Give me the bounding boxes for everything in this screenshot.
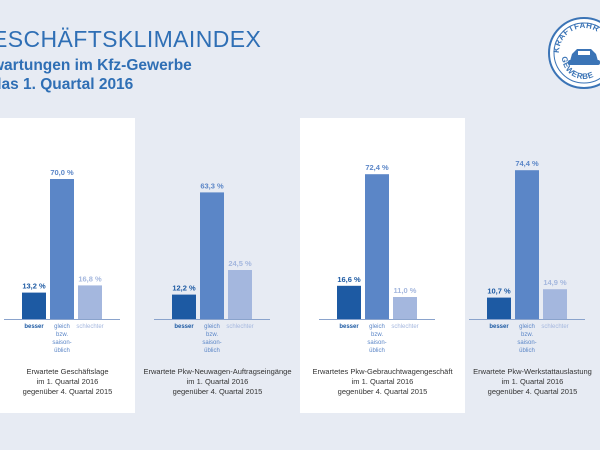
category-label-besser: besser — [489, 324, 509, 330]
category-label-line: besser — [339, 324, 359, 330]
category-label-line: schlechter — [226, 324, 253, 330]
category-label-besser: besser — [174, 324, 194, 330]
data-label-gleich: 63,3 % — [200, 181, 224, 190]
category-label-line: saison- — [52, 340, 71, 346]
subtitle-line-1: wartungen im Kfz-Gewerbe — [0, 57, 192, 74]
data-label-schlechter: 14,9 % — [543, 278, 567, 287]
page-title: ESCHÄFTSKLIMAINDEX — [0, 26, 262, 52]
chart-caption-1: Erwartete Geschäftslage im 1. Quartal 20… — [0, 367, 135, 397]
category-label-line: saison- — [517, 340, 536, 346]
chart-panel-2: 12,2 % besser 63,3 % gleich bzw. saison-üblic… — [135, 118, 300, 413]
bar-besser — [487, 297, 511, 319]
chart-werkstattauslastung: 10,7 % besser 74,4 % gleich bzw. saison-üblic… — [469, 159, 585, 354]
category-label-besser: besser — [24, 324, 44, 330]
seal-text-top: KRAFTFAHR — [552, 21, 600, 53]
chart-caption-3: Erwartetes Pkw-Gebrauchtwagengeschäft im… — [300, 367, 465, 397]
data-label-gleich: 74,4 % — [515, 159, 539, 168]
page-subtitle: wartungen im Kfz-Gewerbe das 1. Quartal … — [0, 56, 192, 94]
category-label-line: üblich — [54, 348, 70, 354]
chart-geschaeftslage: 13,2 % besser 70,0 % gleich bzw. saison-üblic… — [4, 168, 120, 354]
category-label-line: üblich — [204, 348, 220, 354]
chart-panel-1: 13,2 % besser 70,0 % gleich bzw. saison-üblic… — [0, 118, 135, 413]
category-label-schlechter: schlechter — [391, 324, 418, 330]
chart-panel-4: 10,7 % besser 74,4 % gleich bzw. saison-üblic… — [465, 118, 600, 413]
chart-gebrauchtwagengeschaeft: 16,6 % besser 72,4 % gleich bzw. saison-üblic… — [319, 163, 435, 354]
kraftfahrzeuggewerbe-seal: KRAFTFAHR GEWERBE — [548, 17, 600, 89]
caption-line: Erwartete Geschäftslage — [26, 367, 109, 376]
category-label-line: besser — [174, 324, 194, 330]
data-label-besser: 12,2 % — [172, 284, 196, 293]
chart-caption-4: Erwartete Pkw-Werkstattauslastung im 1. … — [465, 367, 600, 397]
chart-panel-3: 16,6 % besser 72,4 % gleich bzw. saison-üblic… — [300, 118, 465, 413]
bar-besser — [22, 292, 46, 319]
category-label-schlechter: schlechter — [541, 324, 568, 330]
category-label-line: üblich — [519, 348, 535, 354]
bar-besser — [337, 285, 361, 319]
caption-line: Erwartete Pkw-Neuwagen-Auftragseingänge — [143, 367, 292, 376]
data-label-gleich: 72,4 % — [365, 163, 389, 172]
data-label-gleich: 70,0 % — [50, 168, 74, 177]
caption-line: Erwartete Pkw-Werkstattauslastung — [473, 367, 592, 376]
bar-schlechter — [78, 285, 102, 319]
chart-caption-2: Erwartete Pkw-Neuwagen-Auftragseingänge … — [135, 367, 300, 397]
category-label-line: besser — [24, 324, 44, 330]
category-label-line: bzw. — [206, 332, 218, 338]
caption-line: gegenüber 4. Quartal 2015 — [487, 387, 578, 396]
seal-graphic: KRAFTFAHR GEWERBE — [552, 21, 600, 84]
caption-line: gegenüber 4. Quartal 2015 — [337, 387, 428, 396]
caption-line: Erwartetes Pkw-Gebrauchtwagengeschäft — [312, 367, 453, 376]
caption-line: gegenüber 4. Quartal 2015 — [172, 387, 263, 396]
category-label-line: besser — [489, 324, 509, 330]
category-label-line: bzw. — [56, 332, 68, 338]
bar-gleich — [50, 179, 74, 319]
bar-schlechter — [543, 289, 567, 319]
data-label-besser: 13,2 % — [22, 282, 46, 291]
chart-neuwagen-auftragseingaenge: 12,2 % besser 63,3 % gleich bzw. saison-üblic… — [154, 181, 270, 354]
svg-text:KRAFTFAHR: KRAFTFAHR — [552, 21, 600, 53]
category-label-line: gleich — [519, 324, 535, 330]
bar-schlechter — [393, 297, 417, 319]
data-label-schlechter: 11,0 % — [394, 286, 417, 295]
category-label-gleich: gleich bzw. saison-üblich — [52, 324, 71, 354]
category-label-gleich: gleich bzw. saison-üblich — [517, 324, 536, 354]
caption-line: im 1. Quartal 2016 — [36, 377, 99, 386]
data-label-besser: 10,7 % — [487, 287, 511, 296]
bar-besser — [172, 294, 196, 319]
category-label-line: schlechter — [541, 324, 568, 330]
category-label-schlechter: schlechter — [226, 324, 253, 330]
subtitle-line-2: das 1. Quartal 2016 — [0, 76, 134, 93]
category-label-line: saison- — [202, 340, 221, 346]
category-label-line: saison- — [367, 340, 386, 346]
category-label-gleich: gleich bzw. saison-üblich — [202, 324, 221, 354]
bar-gleich — [515, 170, 539, 319]
bar-schlechter — [228, 270, 252, 319]
bar-gleich — [365, 174, 389, 319]
caption-line: im 1. Quartal 2016 — [186, 377, 249, 386]
category-label-line: schlechter — [76, 324, 103, 330]
category-label-line: gleich — [204, 324, 220, 330]
category-label-line: bzw. — [521, 332, 533, 338]
category-label-line: gleich — [54, 324, 70, 330]
caption-line: gegenüber 4. Quartal 2015 — [22, 387, 113, 396]
bar-gleich — [200, 192, 224, 319]
category-label-line: schlechter — [391, 324, 418, 330]
header: ESCHÄFTSKLIMAINDEX wartungen im Kfz-Gewe… — [0, 0, 600, 108]
category-label-line: üblich — [369, 348, 385, 354]
data-label-schlechter: 16,8 % — [78, 274, 102, 283]
category-label-line: bzw. — [371, 332, 383, 338]
category-label-line: gleich — [369, 324, 385, 330]
category-label-schlechter: schlechter — [76, 324, 103, 330]
category-label-gleich: gleich bzw. saison-üblich — [367, 324, 386, 354]
caption-line: im 1. Quartal 2016 — [351, 377, 414, 386]
category-label-besser: besser — [339, 324, 359, 330]
car-icon — [568, 49, 600, 65]
data-label-besser: 16,6 % — [337, 275, 361, 284]
caption-line: im 1. Quartal 2016 — [501, 377, 564, 386]
data-label-schlechter: 24,5 % — [228, 259, 252, 268]
